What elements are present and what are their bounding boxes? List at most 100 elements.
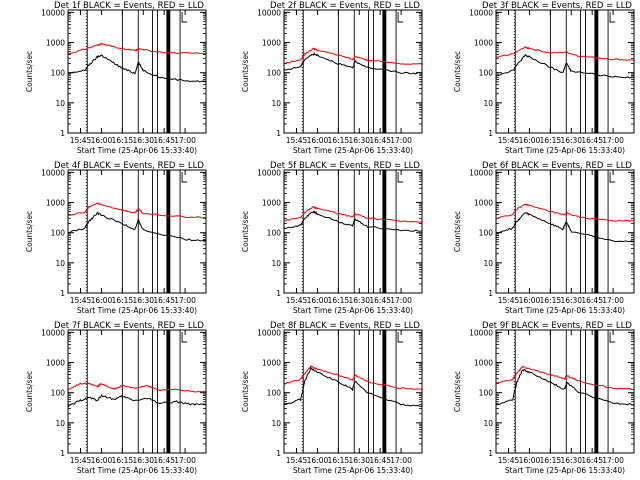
lld-series-line: [283, 47, 423, 65]
y-tick-label: 100: [51, 389, 66, 398]
y-axis-label: Counts/sec: [241, 371, 250, 412]
y-axis-label: Counts/sec: [241, 211, 250, 252]
x-axis-label: Start Time (25-Apr-06 15:33:40): [77, 146, 197, 155]
y-tick-label: 1: [60, 449, 65, 458]
chart-panel-det-8: Det 8f BLACK = Events, RED = LLD 1 10 100 10…: [241, 321, 423, 475]
x-tick-label: 16:30: [560, 296, 582, 305]
events-series-line: [283, 51, 423, 75]
plot-frame: [495, 169, 635, 294]
y-tick-label: 1000: [46, 39, 65, 48]
y-tick-label: 100: [479, 69, 494, 78]
y-axis-label: Counts/sec: [25, 371, 34, 412]
interval-end-marker: [609, 332, 616, 343]
x-tick-label: 15:45: [70, 296, 92, 305]
x-tick-label: 15:45: [286, 136, 308, 145]
y-tick-label: 1000: [46, 359, 65, 368]
chart-panel-det-5: Det 5f BLACK = Events, RED = LLD 1 10 100 10…: [241, 161, 423, 315]
y-tick-label: 1: [488, 289, 493, 298]
y-tick-label: 1: [488, 449, 493, 458]
y-tick-label: 10000: [257, 168, 281, 177]
x-tick-label: 16:15: [540, 456, 562, 465]
x-tick-label: 15:45: [498, 456, 520, 465]
y-tick-label: 1: [276, 129, 281, 138]
y-tick-label: 10000: [257, 8, 281, 17]
x-tick-label: 16:45: [369, 136, 391, 145]
y-tick-label: 10: [55, 259, 65, 268]
y-tick-label: 10: [271, 99, 281, 108]
chart-title: Det 2f BLACK = Events, RED = LLD: [270, 1, 420, 11]
y-tick-label: 1: [488, 129, 493, 138]
x-tick-label: 17:00: [174, 136, 196, 145]
x-tick-label: 16:00: [519, 136, 541, 145]
x-tick-label: 15:45: [286, 456, 308, 465]
interval-end-marker: [181, 172, 188, 183]
chart-title: Det 3f BLACK = Events, RED = LLD: [482, 1, 632, 11]
x-tick-label: 16:30: [348, 456, 370, 465]
lld-series-line: [495, 45, 635, 61]
x-axis-label: Start Time (25-Apr-06 15:33:40): [293, 146, 413, 155]
y-tick-label: 100: [267, 69, 282, 78]
y-axis-label: Counts/sec: [453, 371, 462, 412]
events-series-line: [68, 54, 207, 83]
chart-panel-det-4: Det 4f BLACK = Events, RED = LLD 1 10 100 10…: [25, 161, 207, 315]
y-tick-label: 100: [267, 389, 282, 398]
y-tick-label: 10: [271, 259, 281, 268]
x-tick-label: 16:30: [132, 456, 154, 465]
chart-title: Det 9f BLACK = Events, RED = LLD: [482, 321, 632, 331]
events-series-line: [495, 368, 635, 406]
y-tick-label: 100: [51, 69, 66, 78]
lld-series-line: [495, 365, 635, 391]
chart-title: Det 7f BLACK = Events, RED = LLD: [54, 321, 204, 331]
plot-frame: [67, 9, 207, 134]
y-axis-label: Counts/sec: [453, 211, 462, 252]
x-tick-label: 17:00: [390, 136, 412, 145]
x-tick-label: 15:45: [70, 136, 92, 145]
y-tick-label: 1: [276, 289, 281, 298]
chart-panel-det-7: Det 7f BLACK = Events, RED = LLD 1 10 100 10…: [25, 321, 207, 475]
x-axis-label: Start Time (25-Apr-06 15:33:40): [505, 146, 625, 155]
x-tick-label: 16:30: [348, 296, 370, 305]
x-tick-label: 16:15: [112, 296, 134, 305]
x-tick-label: 15:45: [498, 296, 520, 305]
events-series-line: [495, 53, 635, 79]
y-axis-label: Counts/sec: [241, 51, 250, 92]
plot-frame: [495, 9, 635, 134]
y-tick-label: 100: [267, 229, 282, 238]
y-tick-label: 10: [271, 419, 281, 428]
chart-title: Det 1f BLACK = Events, RED = LLD: [54, 1, 204, 11]
x-tick-label: 16:00: [91, 456, 113, 465]
interval-end-marker: [181, 12, 188, 23]
lld-series-line: [67, 382, 206, 393]
x-tick-label: 15:45: [70, 456, 92, 465]
plot-frame: [495, 329, 635, 454]
x-tick-label: 17:00: [390, 296, 412, 305]
x-tick-label: 17:00: [602, 456, 624, 465]
x-tick-label: 16:15: [328, 456, 350, 465]
x-tick-label: 16:30: [348, 136, 370, 145]
x-tick-label: 16:00: [519, 456, 541, 465]
chart-panel-det-3: Det 3f BLACK = Events, RED = LLD 1 10 100 10…: [453, 1, 635, 155]
y-tick-label: 10: [483, 419, 493, 428]
lld-series-line: [495, 203, 635, 222]
x-tick-label: 16:45: [153, 296, 175, 305]
x-tick-label: 17:00: [174, 296, 196, 305]
lld-series-line: [67, 202, 207, 219]
x-tick-label: 15:45: [286, 296, 308, 305]
y-tick-label: 10000: [257, 328, 281, 337]
x-tick-label: 16:00: [307, 456, 329, 465]
y-tick-label: 10000: [41, 168, 65, 177]
x-tick-label: 16:00: [91, 296, 113, 305]
x-tick-label: 17:00: [602, 136, 624, 145]
y-tick-label: 10000: [469, 328, 493, 337]
interval-end-marker: [397, 12, 404, 23]
events-series-line: [283, 365, 423, 407]
x-tick-label: 16:45: [153, 456, 175, 465]
x-tick-label: 15:45: [498, 136, 520, 145]
y-tick-label: 10: [55, 419, 65, 428]
chart-panel-det-6: Det 6f BLACK = Events, RED = LLD 1 10 100 10…: [453, 161, 635, 315]
y-tick-label: 1000: [262, 359, 281, 368]
events-series-line: [68, 211, 207, 242]
x-tick-label: 16:15: [540, 296, 562, 305]
x-tick-label: 16:15: [112, 456, 134, 465]
